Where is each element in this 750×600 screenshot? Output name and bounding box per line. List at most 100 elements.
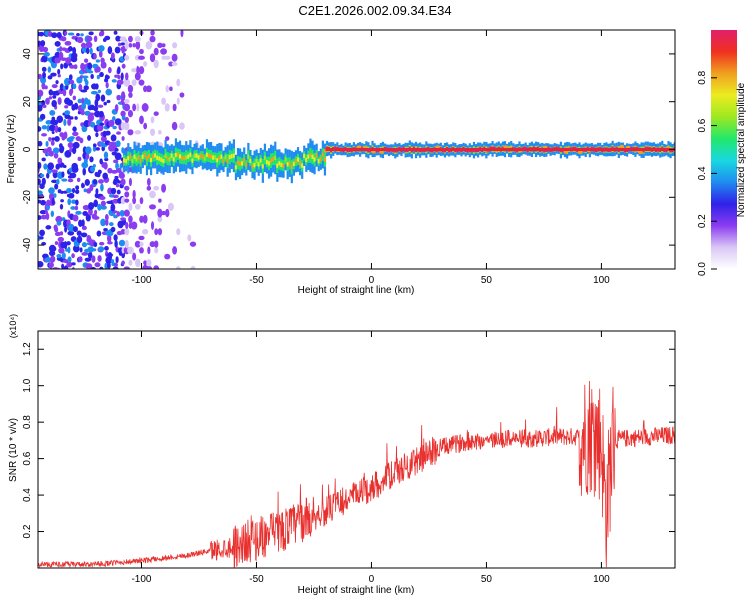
spectrogram-cell — [161, 183, 167, 193]
spectrogram-cell — [294, 159, 298, 164]
spectrogram-cell — [58, 247, 65, 254]
spectrogram-cell — [66, 261, 73, 268]
spectrogram-cell — [38, 89, 44, 97]
spectrogram-cell — [128, 215, 133, 224]
spectrogram-cell — [88, 31, 94, 36]
spectrogram-cell — [76, 177, 81, 183]
spectrogram-cell — [110, 226, 116, 233]
y-tick-label: 0.2 — [22, 524, 33, 538]
spectrogram-cell — [86, 35, 93, 42]
spectrogram-cell — [60, 63, 64, 70]
spectrogram-cell — [68, 192, 75, 199]
spectrogram-cell — [243, 157, 246, 163]
spectrogram-cell — [90, 266, 97, 269]
spectrogram-cell — [135, 157, 138, 162]
spectrogram-cell — [158, 130, 162, 135]
spectrogram-cell — [56, 31, 62, 39]
spectrogram-cell — [183, 156, 186, 161]
y-tick-label: 1.2 — [22, 342, 33, 356]
spectrogram-cell — [172, 246, 178, 255]
spectrogram-cell — [210, 154, 213, 159]
spectrogram-cell — [131, 158, 134, 164]
spectrogram-cell — [270, 158, 273, 163]
spectrogram-cell — [171, 61, 178, 66]
spectrogram-cell — [181, 155, 184, 161]
spectrogram-cell — [172, 42, 178, 49]
spectrogram-cell — [263, 155, 267, 161]
spectrogram-cell — [97, 104, 104, 108]
spectrogram-cell — [42, 104, 47, 109]
spectrogram-cell — [115, 183, 120, 188]
spectrogram-cell — [59, 83, 64, 92]
spectrogram-cell — [85, 153, 90, 160]
spectrogram-cell — [82, 204, 90, 211]
spectrogram-cell — [157, 216, 163, 223]
spectrogram-cell — [142, 228, 149, 235]
spectrogram-cell — [80, 232, 88, 238]
spectrogram-cell — [292, 161, 295, 167]
spectrogram-cell — [38, 125, 42, 132]
spectrogram-cell — [150, 116, 155, 124]
spectrogram-cell — [132, 197, 137, 205]
spectrogram-cell — [265, 159, 269, 165]
spectrogram-cell — [118, 239, 126, 247]
spectrogram-cell — [161, 97, 166, 105]
spectrogram-cell — [113, 234, 118, 241]
spectrogram-cell — [259, 158, 262, 163]
spectrogram-cell — [139, 197, 144, 205]
spectrogram-cell — [54, 231, 61, 237]
spectrogram-cell — [139, 48, 144, 55]
spectrogram-cell — [86, 47, 90, 55]
spectrogram-cell — [120, 228, 126, 235]
spectrogram-cell — [69, 136, 75, 140]
spectrogram-cell — [117, 42, 122, 47]
spectrogram-cell — [64, 105, 69, 109]
spectrogram-cell — [165, 208, 170, 218]
spectrogram-cell — [57, 68, 61, 75]
spectrogram-cell — [135, 40, 141, 50]
spectrogram-y-ticks: -40 -20 0 20 40 — [22, 48, 675, 252]
spectrogram-cell — [50, 210, 55, 217]
spectrogram-cell — [51, 137, 56, 141]
spectrogram-cell — [98, 50, 103, 58]
spectrogram-cell — [319, 157, 322, 162]
spectrogram-cell — [99, 30, 105, 37]
spectrogram-cell — [48, 124, 56, 132]
spectrogram-cell — [94, 262, 101, 268]
spectrogram-cell — [132, 252, 137, 261]
spectrogram-cell — [311, 154, 314, 159]
spectrogram-cell — [88, 112, 95, 116]
spectrogram-cell — [88, 202, 95, 210]
spectrogram-cell — [128, 92, 133, 98]
spectrogram-cell — [139, 247, 144, 254]
spectrogram-cell — [41, 55, 48, 63]
spectrogram-cell — [73, 102, 79, 110]
spectrogram-cell — [114, 262, 118, 267]
spectrogram-cell — [132, 103, 137, 112]
spectrogram-cell — [73, 64, 78, 70]
x-tick-label: 0 — [369, 275, 375, 286]
spectrogram-cell — [218, 155, 221, 161]
spectrogram-cell — [81, 242, 88, 248]
spectrogram-cell — [251, 164, 254, 169]
spectrogram-cell — [54, 183, 59, 190]
spectrogram-cell — [54, 241, 59, 246]
spectrogram-cell — [288, 161, 291, 166]
spectrogram-cell — [89, 156, 94, 163]
spectrogram-cell — [143, 152, 146, 158]
spectrogram-cell — [90, 166, 96, 172]
spectrogram-cell — [72, 46, 77, 55]
spectrogram-cell — [114, 148, 119, 152]
spectrogram-cell — [139, 241, 144, 247]
spectrogram-cell — [50, 245, 57, 252]
spectrogram-cell — [51, 169, 58, 174]
spectrogram-cell — [93, 53, 97, 60]
spectrogram-cell — [139, 158, 142, 163]
spectrogram-cell — [47, 162, 55, 170]
spectrogram-cell — [93, 199, 99, 208]
spectrogram-cell — [253, 163, 256, 168]
spectrogram-cell — [171, 121, 178, 131]
x-tick-label: -100 — [131, 275, 151, 286]
spectrogram-cell — [238, 161, 242, 166]
